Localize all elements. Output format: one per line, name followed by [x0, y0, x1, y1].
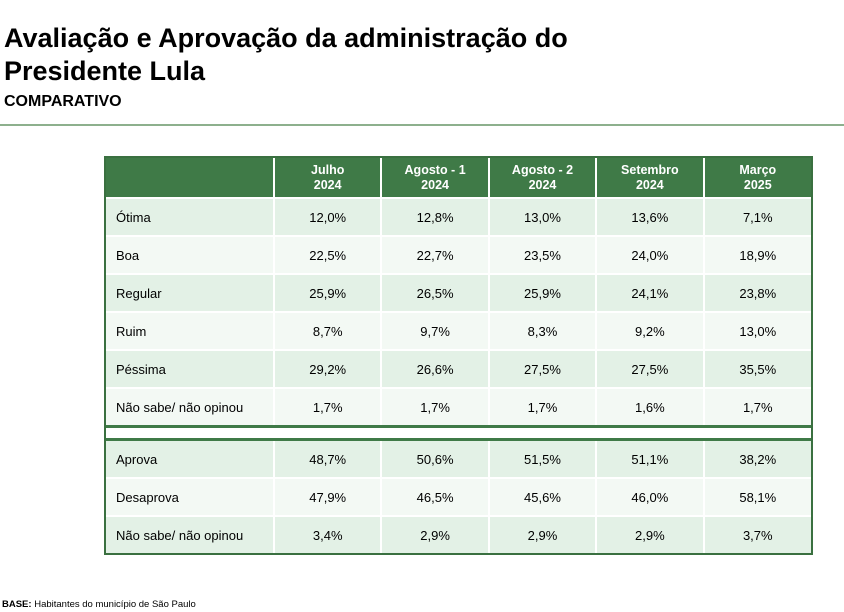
page-subtitle: COMPARATIVO: [4, 93, 122, 110]
table-cell: 46,5%: [380, 477, 489, 516]
table-cell: 7,1%: [702, 197, 811, 236]
table-cell: 24,1%: [595, 273, 704, 312]
table-cell: 26,5%: [380, 273, 489, 312]
column-header: Julho 2024: [272, 158, 382, 198]
column-header: Agosto - 1 2024: [380, 158, 489, 198]
row-label: Ótima: [106, 197, 274, 236]
column-header: Março 2025: [702, 158, 811, 198]
table-cell: 46,0%: [595, 477, 704, 516]
table-row: Desaprova 47,9% 46,5% 45,6% 46,0% 58,1%: [106, 477, 811, 516]
table-cell: 2,9%: [595, 515, 704, 553]
table-row: Aprova 48,7% 50,6% 51,5% 51,1% 38,2%: [106, 438, 811, 478]
table-row: Boa 22,5% 22,7% 23,5% 24,0% 18,9%: [106, 235, 811, 274]
table-row: Péssima 29,2% 26,6% 27,5% 27,5% 35,5%: [106, 349, 811, 388]
table-cell: 45,6%: [487, 477, 597, 516]
table-cell: 25,9%: [272, 273, 382, 312]
row-label: Não sabe/ não opinou: [106, 515, 274, 553]
table-cell: 22,5%: [272, 235, 382, 274]
table-cell: 13,0%: [487, 197, 597, 236]
table-cell: 23,5%: [487, 235, 597, 274]
table-cell: 1,7%: [487, 387, 597, 427]
row-label: Regular: [106, 273, 274, 312]
table-cell: 38,2%: [702, 438, 811, 478]
column-header: Setembro 2024: [595, 158, 704, 198]
row-label: Não sabe/ não opinou: [106, 387, 274, 427]
row-label: Boa: [106, 235, 274, 274]
table-cell: 12,0%: [272, 197, 382, 236]
table-cell: 1,6%: [595, 387, 704, 427]
table-row: Regular 25,9% 26,5% 25,9% 24,1% 23,8%: [106, 273, 811, 312]
separator-cell: [106, 425, 811, 441]
base-text: Habitantes do município de São Paulo: [31, 599, 196, 610]
table-cell: 3,4%: [272, 515, 382, 553]
table-cell: 47,9%: [272, 477, 382, 516]
table-cell: 9,7%: [380, 311, 489, 350]
base-label: BASE:: [2, 599, 32, 610]
header-divider: [0, 124, 844, 126]
table-cell: 18,9%: [702, 235, 811, 274]
table-header-row: Julho 2024 Agosto - 1 2024 Agosto - 2 2024 …: [106, 158, 811, 198]
base-note: BASE: Habitantes do município de São Pau…: [2, 599, 196, 611]
table-cell: 2,9%: [380, 515, 489, 553]
header-empty-cell: [106, 158, 274, 198]
table-cell: 51,1%: [595, 438, 704, 478]
table-cell: 1,7%: [272, 387, 382, 427]
table-cell: 26,6%: [380, 349, 489, 388]
table-row: Ótima 12,0% 12,8% 13,0% 13,6% 7,1%: [106, 197, 811, 236]
table-cell: 12,8%: [380, 197, 489, 236]
table-cell: 51,5%: [487, 438, 597, 478]
table-cell: 50,6%: [380, 438, 489, 478]
table-row: Não sabe/ não opinou 3,4% 2,9% 2,9% 2,9%…: [106, 515, 811, 553]
page-title: Avaliação e Aprovação da administração d…: [4, 23, 568, 86]
table-cell: 23,8%: [702, 273, 811, 312]
column-header: Agosto - 2 2024: [487, 158, 597, 198]
row-label: Desaprova: [106, 477, 274, 516]
table-cell: 2,9%: [487, 515, 597, 553]
table-cell: 48,7%: [272, 438, 382, 478]
table-cell: 29,2%: [272, 349, 382, 388]
table-cell: 3,7%: [702, 515, 811, 553]
section-separator: [106, 425, 811, 441]
row-label: Ruim: [106, 311, 274, 350]
table-cell: 1,7%: [702, 387, 811, 427]
row-label: Aprova: [106, 438, 274, 478]
table-cell: 35,5%: [702, 349, 811, 388]
table-cell: 13,6%: [595, 197, 704, 236]
row-label: Péssima: [106, 349, 274, 388]
comparison-table: Julho 2024 Agosto - 1 2024 Agosto - 2 2024 …: [104, 156, 813, 555]
table-cell: 24,0%: [595, 235, 704, 274]
table-row: Ruim 8,7% 9,7% 8,3% 9,2% 13,0%: [106, 311, 811, 350]
table-cell: 8,7%: [272, 311, 382, 350]
table-row: Não sabe/ não opinou 1,7% 1,7% 1,7% 1,6%…: [106, 387, 811, 427]
table-cell: 13,0%: [702, 311, 811, 350]
table-cell: 8,3%: [487, 311, 597, 350]
table-cell: 27,5%: [595, 349, 704, 388]
table-cell: 58,1%: [702, 477, 811, 516]
table-cell: 22,7%: [380, 235, 489, 274]
table-cell: 9,2%: [595, 311, 704, 350]
table-cell: 27,5%: [487, 349, 597, 388]
table-cell: 1,7%: [380, 387, 489, 427]
table-cell: 25,9%: [487, 273, 597, 312]
